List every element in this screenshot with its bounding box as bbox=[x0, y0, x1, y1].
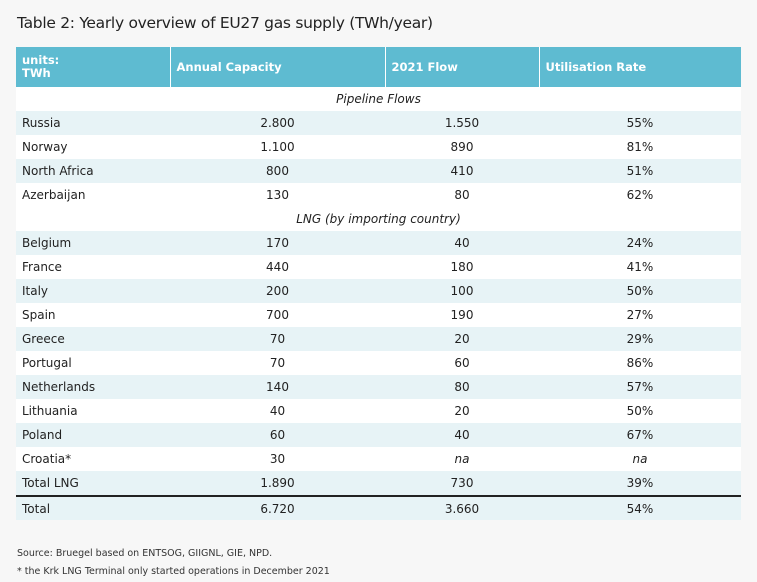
rate-cell: 55% bbox=[539, 111, 741, 135]
capacity-cell: 60 bbox=[170, 423, 385, 447]
table-row: Azerbaijan 130 80 62% bbox=[16, 183, 741, 207]
capacity-cell: 140 bbox=[170, 375, 385, 399]
table-row: Total LNG 1.890 730 39% bbox=[16, 471, 741, 496]
capacity-cell: 6.720 bbox=[170, 495, 385, 520]
table-row: France 440 180 41% bbox=[16, 255, 741, 279]
flow-cell: 60 bbox=[385, 351, 539, 375]
flow-cell: 180 bbox=[385, 255, 539, 279]
table-row: Portugal 70 60 86% bbox=[16, 351, 741, 375]
flow-cell: 40 bbox=[385, 231, 539, 255]
capacity-cell: 40 bbox=[170, 399, 385, 423]
section-row: LNG (by importing country) bbox=[16, 207, 741, 231]
flow-cell: 40 bbox=[385, 423, 539, 447]
table-row: Belgium 170 40 24% bbox=[16, 231, 741, 255]
total-row: Total 6.720 3.660 54% bbox=[16, 495, 741, 520]
rate-cell: 39% bbox=[539, 471, 741, 496]
country-cell: Belgium bbox=[16, 231, 170, 255]
section-row: Pipeline Flows bbox=[16, 87, 741, 111]
table-title: Table 2: Yearly overview of EU27 gas sup… bbox=[17, 14, 433, 32]
country-cell: Croatia* bbox=[16, 447, 170, 471]
capacity-cell: 2.800 bbox=[170, 111, 385, 135]
capacity-cell: 200 bbox=[170, 279, 385, 303]
table-row: Spain 700 190 27% bbox=[16, 303, 741, 327]
rate-cell: 57% bbox=[539, 375, 741, 399]
flow-cell: 1.550 bbox=[385, 111, 539, 135]
country-cell: Greece bbox=[16, 327, 170, 351]
flow-cell: 410 bbox=[385, 159, 539, 183]
table-row: Russia 2.800 1.550 55% bbox=[16, 111, 741, 135]
country-cell: Total bbox=[16, 495, 170, 520]
rate-cell: 62% bbox=[539, 183, 741, 207]
flow-cell: 3.660 bbox=[385, 495, 539, 520]
table-row: Croatia* 30 na na bbox=[16, 447, 741, 471]
rate-cell: 54% bbox=[539, 495, 741, 520]
country-cell: North Africa bbox=[16, 159, 170, 183]
country-cell: Netherlands bbox=[16, 375, 170, 399]
header-units: units: TWh bbox=[16, 47, 171, 87]
country-cell: Azerbaijan bbox=[16, 183, 170, 207]
header-row: units: TWh Annual Capacity 2021 Flow Util… bbox=[16, 47, 741, 87]
source-note: Source: Bruegel based on ENTSOG, GIIGNL,… bbox=[17, 548, 273, 559]
table-row: Greece 70 20 29% bbox=[16, 327, 741, 351]
flow-cell: 890 bbox=[385, 135, 539, 159]
country-cell: Norway bbox=[16, 135, 170, 159]
rate-cell: 24% bbox=[539, 231, 741, 255]
flow-cell: 80 bbox=[385, 375, 539, 399]
rate-cell: 29% bbox=[539, 327, 741, 351]
section-label: LNG (by importing country) bbox=[16, 207, 741, 231]
capacity-cell: 70 bbox=[170, 327, 385, 351]
flow-cell: na bbox=[385, 447, 539, 471]
country-cell: France bbox=[16, 255, 170, 279]
footnote: * the Krk LNG Terminal only started oper… bbox=[17, 566, 330, 577]
capacity-cell: 70 bbox=[170, 351, 385, 375]
capacity-cell: 800 bbox=[170, 159, 385, 183]
table-row: Norway 1.100 890 81% bbox=[16, 135, 741, 159]
flow-cell: 190 bbox=[385, 303, 539, 327]
table-row: Lithuania 40 20 50% bbox=[16, 399, 741, 423]
rate-cell: 67% bbox=[539, 423, 741, 447]
gas-supply-table: units: TWh Annual Capacity 2021 Flow Util… bbox=[16, 47, 741, 520]
rate-cell: na bbox=[539, 447, 741, 471]
flow-cell: 20 bbox=[385, 327, 539, 351]
capacity-cell: 1.890 bbox=[170, 471, 385, 496]
capacity-cell: 700 bbox=[170, 303, 385, 327]
flow-cell: 20 bbox=[385, 399, 539, 423]
table-row: Poland 60 40 67% bbox=[16, 423, 741, 447]
country-cell: Spain bbox=[16, 303, 170, 327]
rate-cell: 50% bbox=[539, 399, 741, 423]
rate-cell: 41% bbox=[539, 255, 741, 279]
table-row: Italy 200 100 50% bbox=[16, 279, 741, 303]
country-cell: Italy bbox=[16, 279, 170, 303]
capacity-cell: 30 bbox=[170, 447, 385, 471]
rate-cell: 86% bbox=[539, 351, 741, 375]
country-cell: Lithuania bbox=[16, 399, 170, 423]
header-capacity: Annual Capacity bbox=[170, 47, 386, 87]
capacity-cell: 130 bbox=[170, 183, 385, 207]
rate-cell: 50% bbox=[539, 279, 741, 303]
rate-cell: 51% bbox=[539, 159, 741, 183]
flow-cell: 100 bbox=[385, 279, 539, 303]
flow-cell: 80 bbox=[385, 183, 539, 207]
rate-cell: 81% bbox=[539, 135, 741, 159]
flow-cell: 730 bbox=[385, 471, 539, 496]
country-cell: Poland bbox=[16, 423, 170, 447]
country-cell: Total LNG bbox=[16, 471, 170, 496]
header-rate: Utilisation Rate bbox=[539, 47, 741, 87]
capacity-cell: 440 bbox=[170, 255, 385, 279]
notes: Source: Bruegel based on ENTSOG, GIIGNL,… bbox=[17, 545, 330, 581]
country-cell: Russia bbox=[16, 111, 170, 135]
table-row: North Africa 800 410 51% bbox=[16, 159, 741, 183]
capacity-cell: 1.100 bbox=[170, 135, 385, 159]
rate-cell: 27% bbox=[539, 303, 741, 327]
section-label: Pipeline Flows bbox=[16, 87, 741, 111]
header-flow: 2021 Flow bbox=[385, 47, 540, 87]
capacity-cell: 170 bbox=[170, 231, 385, 255]
table-row: Netherlands 140 80 57% bbox=[16, 375, 741, 399]
country-cell: Portugal bbox=[16, 351, 170, 375]
